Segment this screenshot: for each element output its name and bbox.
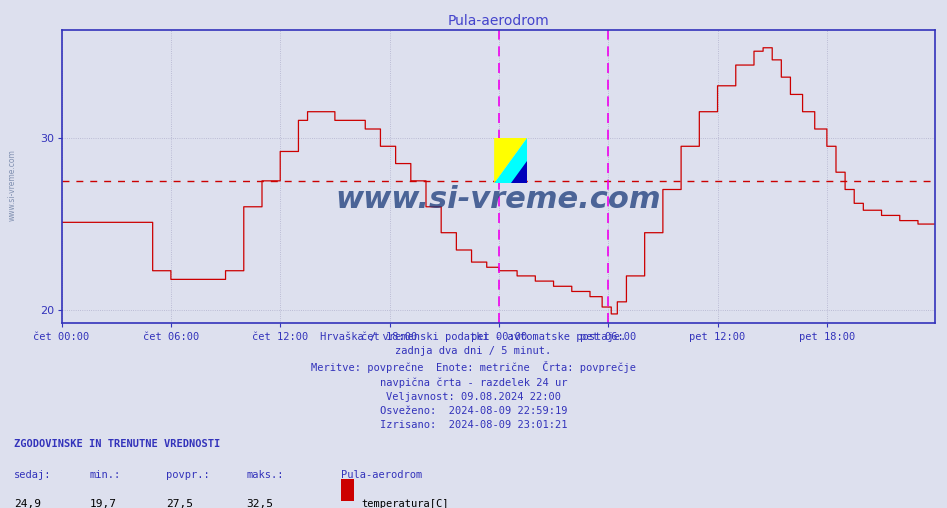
Text: temperatura[C]: temperatura[C] — [362, 499, 449, 508]
Text: ZGODOVINSKE IN TRENUTNE VREDNOSTI: ZGODOVINSKE IN TRENUTNE VREDNOSTI — [14, 439, 221, 450]
Bar — [341, 479, 354, 501]
Text: 32,5: 32,5 — [246, 499, 274, 508]
Polygon shape — [494, 138, 527, 183]
Text: povpr.:: povpr.: — [166, 470, 209, 480]
Text: Hrvaška / vremenski podatki - avtomatske postaje.
zadnja dva dni / 5 minut.
Meri: Hrvaška / vremenski podatki - avtomatske… — [311, 331, 636, 430]
Text: 19,7: 19,7 — [90, 499, 117, 508]
Text: 24,9: 24,9 — [14, 499, 42, 508]
Title: Pula-aerodrom: Pula-aerodrom — [447, 14, 549, 28]
Text: sedaj:: sedaj: — [14, 470, 52, 480]
Polygon shape — [510, 161, 527, 183]
Text: 27,5: 27,5 — [166, 499, 193, 508]
Text: Pula-aerodrom: Pula-aerodrom — [341, 470, 422, 480]
Polygon shape — [494, 138, 527, 183]
Text: www.si-vreme.com: www.si-vreme.com — [8, 149, 17, 221]
Text: www.si-vreme.com: www.si-vreme.com — [335, 185, 661, 214]
Text: min.:: min.: — [90, 470, 121, 480]
Text: maks.:: maks.: — [246, 470, 284, 480]
